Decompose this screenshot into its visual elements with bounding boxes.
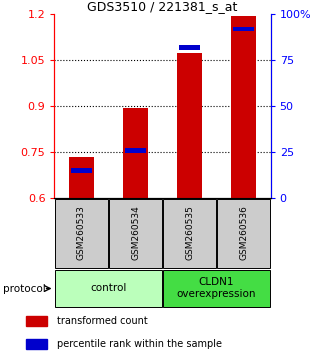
- Title: GDS3510 / 221381_s_at: GDS3510 / 221381_s_at: [87, 0, 238, 13]
- Bar: [123, 108, 148, 198]
- Text: CLDN1
overexpression: CLDN1 overexpression: [177, 277, 256, 298]
- Bar: [71, 168, 92, 173]
- Text: GSM260533: GSM260533: [77, 205, 86, 260]
- Text: GSM260536: GSM260536: [239, 205, 248, 260]
- Text: transformed count: transformed count: [57, 316, 148, 326]
- FancyBboxPatch shape: [55, 270, 162, 307]
- FancyBboxPatch shape: [55, 199, 108, 268]
- Text: GSM260534: GSM260534: [131, 205, 140, 259]
- Bar: [179, 45, 200, 50]
- Bar: [26, 316, 47, 326]
- Bar: [178, 52, 202, 198]
- Text: protocol: protocol: [3, 284, 46, 293]
- Bar: [125, 148, 146, 153]
- FancyBboxPatch shape: [109, 199, 162, 268]
- Text: control: control: [90, 283, 127, 293]
- Text: GSM260535: GSM260535: [185, 205, 194, 260]
- FancyBboxPatch shape: [217, 199, 270, 268]
- FancyBboxPatch shape: [163, 199, 216, 268]
- Bar: [233, 27, 254, 31]
- Bar: [26, 339, 47, 349]
- Bar: [231, 16, 256, 198]
- Text: percentile rank within the sample: percentile rank within the sample: [57, 339, 222, 349]
- FancyBboxPatch shape: [163, 270, 270, 307]
- Bar: [69, 157, 94, 198]
